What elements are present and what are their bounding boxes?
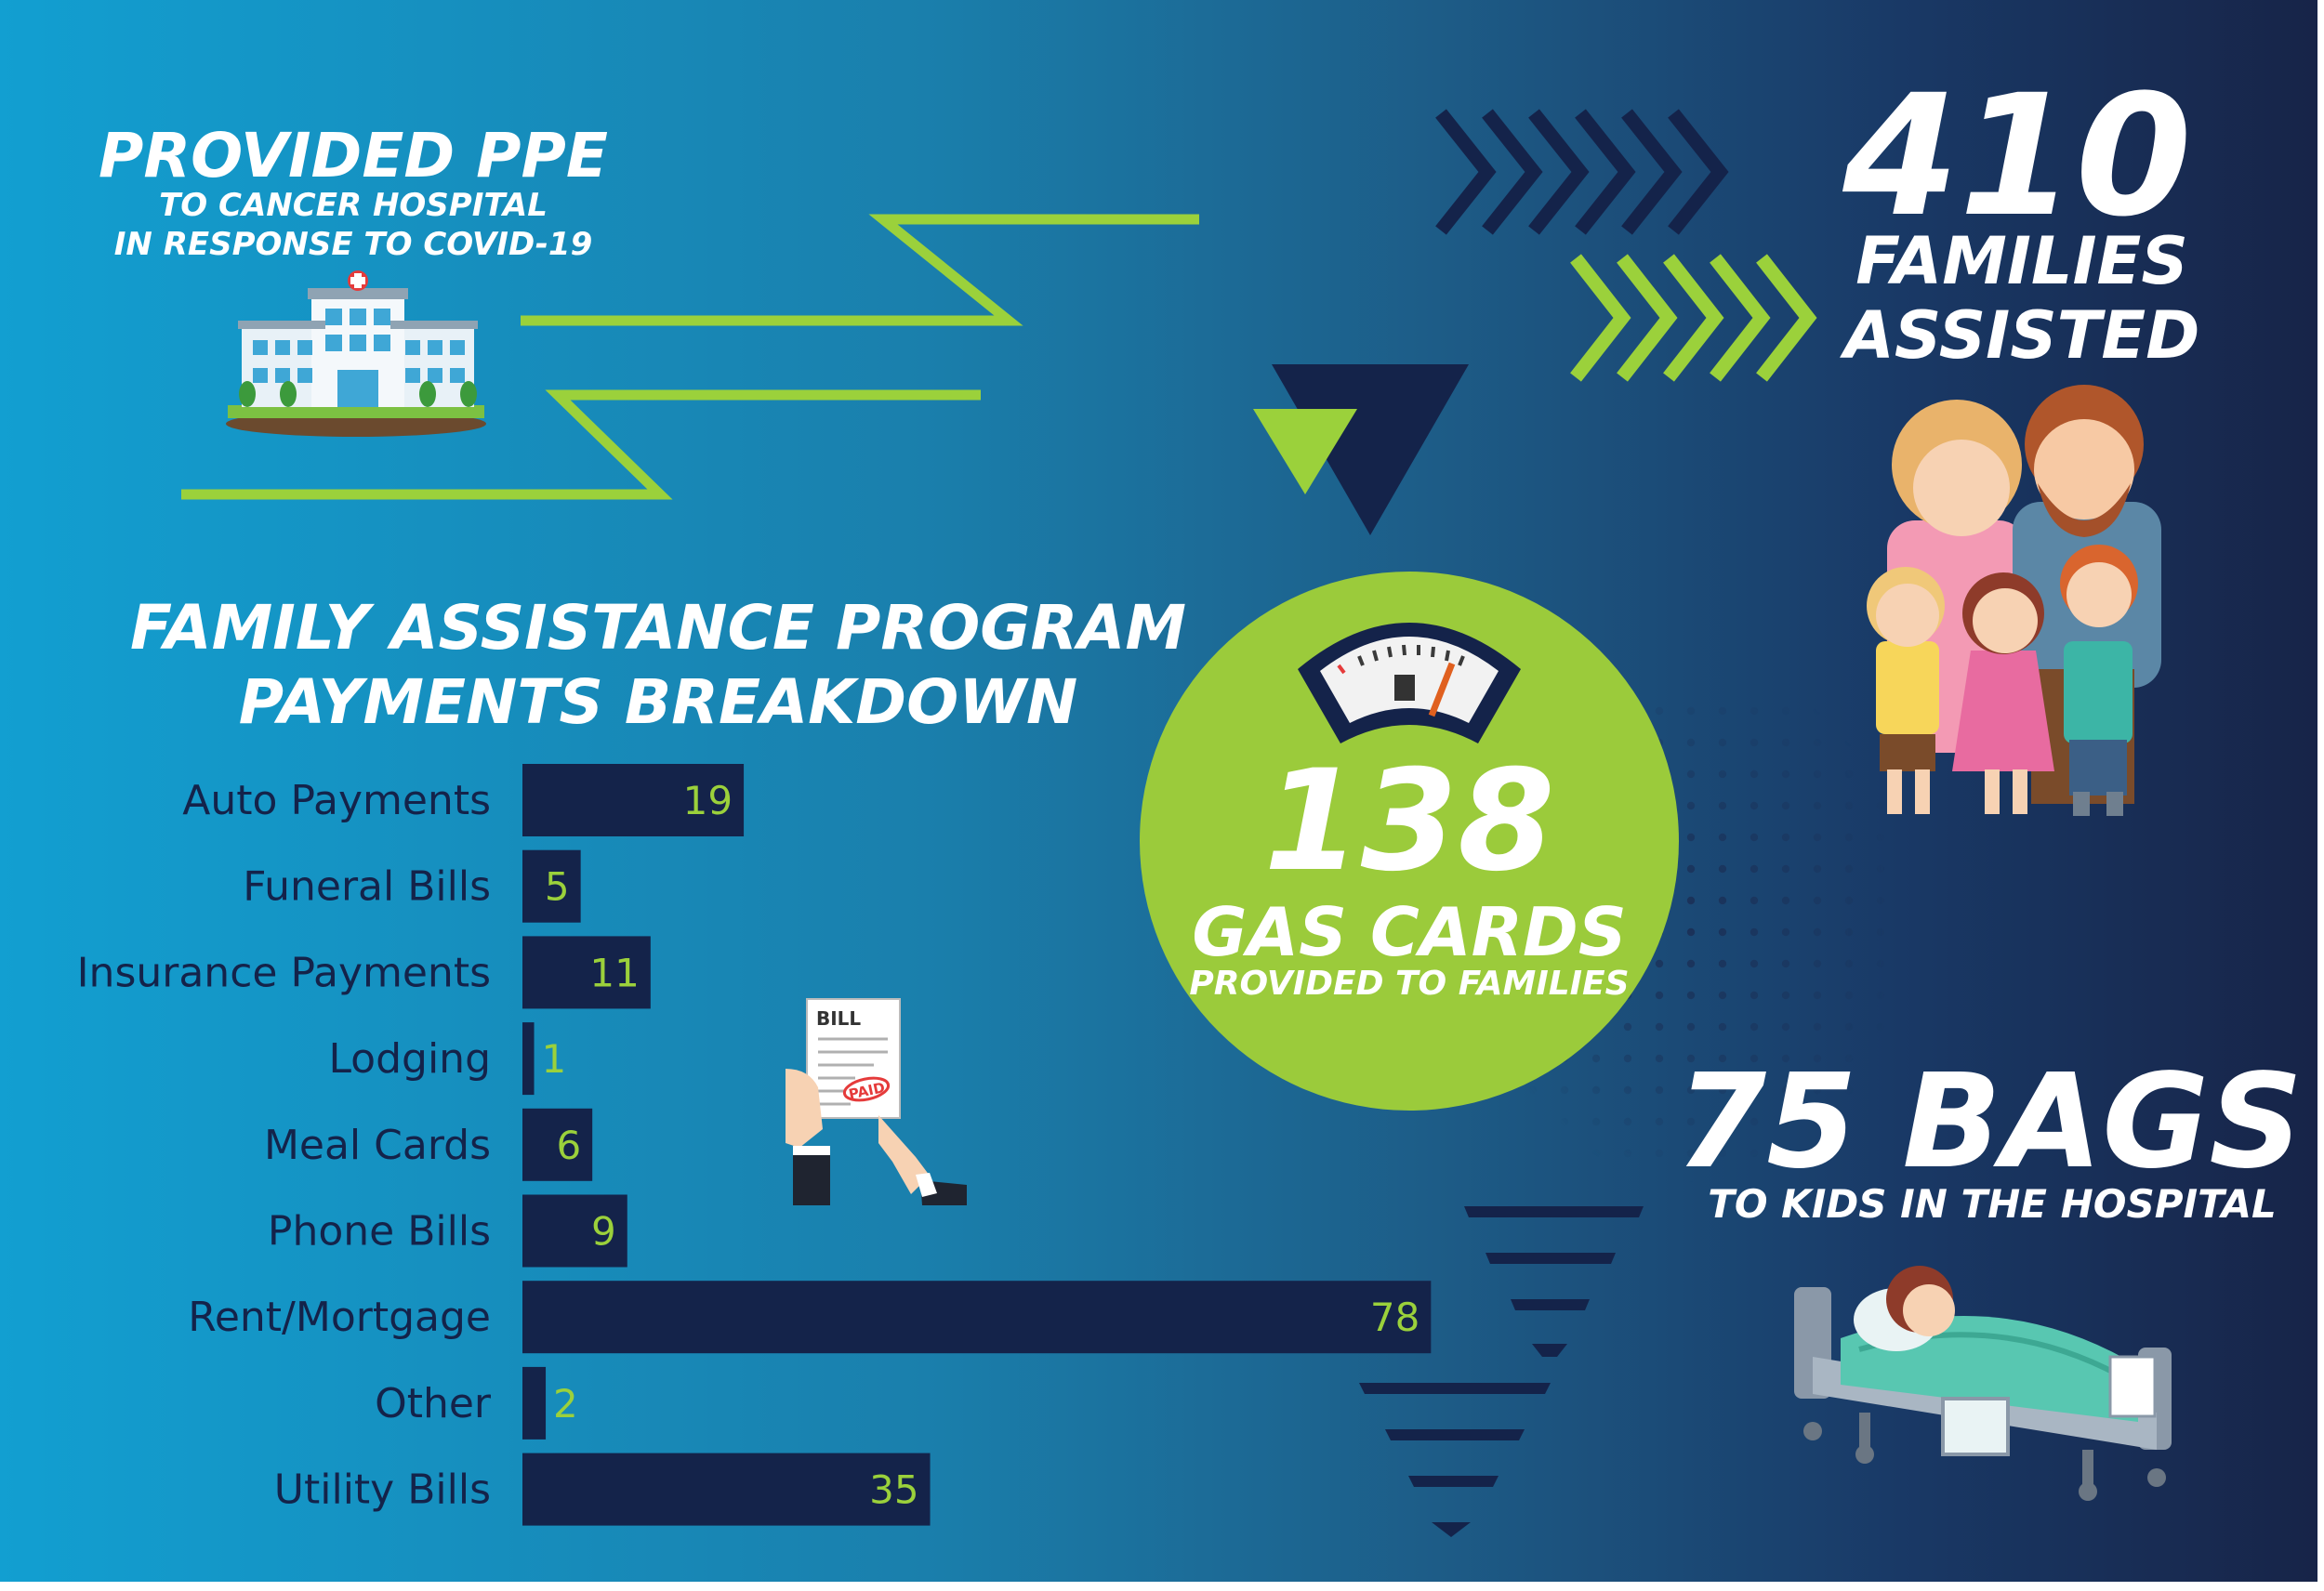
- value-label-auto-payments: 19: [683, 778, 733, 823]
- green-triangle: [1253, 409, 1357, 494]
- zigzag-line-top: [521, 214, 1199, 326]
- families-number: 410: [1842, 59, 2192, 254]
- value-label-meal-cards: 6: [556, 1123, 581, 1168]
- value-label-insurance-payments: 11: [589, 950, 639, 995]
- bar-phone-bills: [522, 1194, 627, 1268]
- bags-number: 75 BAGS: [1676, 1046, 2303, 1198]
- gas-line1: GAS CARDS: [1192, 893, 1626, 971]
- ppe-line1: TO CANCER HOSPITAL: [159, 187, 548, 224]
- chart-title-line1: FAMILY ASSISTANCE PROGRAM: [130, 592, 1186, 664]
- zigzag-line-bottom: [181, 389, 981, 500]
- ppe-line2: IN RESPONSE TO COVID-19: [114, 226, 592, 263]
- bar-auto-payments: [522, 764, 745, 836]
- hospital-bed-icon: [1794, 1266, 2172, 1501]
- bar-funeral-bills: [522, 849, 581, 923]
- value-label-utility-bills: 35: [869, 1467, 918, 1513]
- bags-line1: TO KIDS IN THE HOSPITAL: [1708, 1181, 2277, 1227]
- bill-paid-icon: BILL PAID: [786, 998, 967, 1205]
- bar-lodging: [522, 1022, 535, 1096]
- hospital-icon: [226, 270, 486, 437]
- bar-meal-cards: [522, 1108, 593, 1181]
- funnel-lines: [1359, 1206, 1644, 1537]
- category-label-insurance-payments: Insurance Payments: [77, 949, 491, 996]
- bill-title: BILL: [816, 1007, 861, 1030]
- families-line2: ASSISTED: [1840, 297, 2200, 374]
- gas-line2: PROVIDED TO FAMILIES: [1189, 965, 1629, 1003]
- value-label-phone-bills: 9: [591, 1209, 616, 1255]
- fuel-gauge-icon: [1298, 623, 1521, 743]
- value-label-rent-mortgage: 78: [1370, 1295, 1419, 1340]
- chevrons-navy: [1435, 109, 1729, 235]
- value-label-funeral-bills: 5: [545, 864, 570, 910]
- category-label-meal-cards: Meal Cards: [264, 1122, 491, 1169]
- category-label-auto-payments: Auto Payments: [182, 777, 491, 824]
- category-label-other: Other: [375, 1380, 492, 1427]
- category-label-funeral-bills: Funeral Bills: [243, 863, 491, 911]
- category-label-rent-mortgage: Rent/Mortgage: [188, 1294, 491, 1341]
- category-label-phone-bills: Phone Bills: [268, 1208, 491, 1256]
- gas-number: 138: [1263, 741, 1554, 902]
- families-line1: FAMILIES: [1855, 223, 2188, 299]
- chevrons-green: [1570, 254, 1817, 382]
- ppe-title: PROVIDED PPE: [99, 120, 608, 191]
- bar-rent-mortgage: [522, 1281, 1432, 1354]
- bar-other: [522, 1366, 547, 1440]
- family-icon: [1867, 385, 2161, 816]
- chart-title-line2: PAYMENTS BREAKDOWN: [239, 666, 1078, 738]
- bar-insurance-payments: [522, 936, 651, 1009]
- value-label-lodging: 1: [542, 1036, 567, 1082]
- bar-utility-bills: [522, 1453, 931, 1526]
- value-label-other: 2: [553, 1381, 578, 1427]
- category-label-lodging: Lodging: [328, 1035, 491, 1083]
- gas-circle: [1140, 572, 1679, 1111]
- navy-triangle: [1272, 364, 1469, 535]
- category-label-utility-bills: Utility Bills: [274, 1466, 491, 1514]
